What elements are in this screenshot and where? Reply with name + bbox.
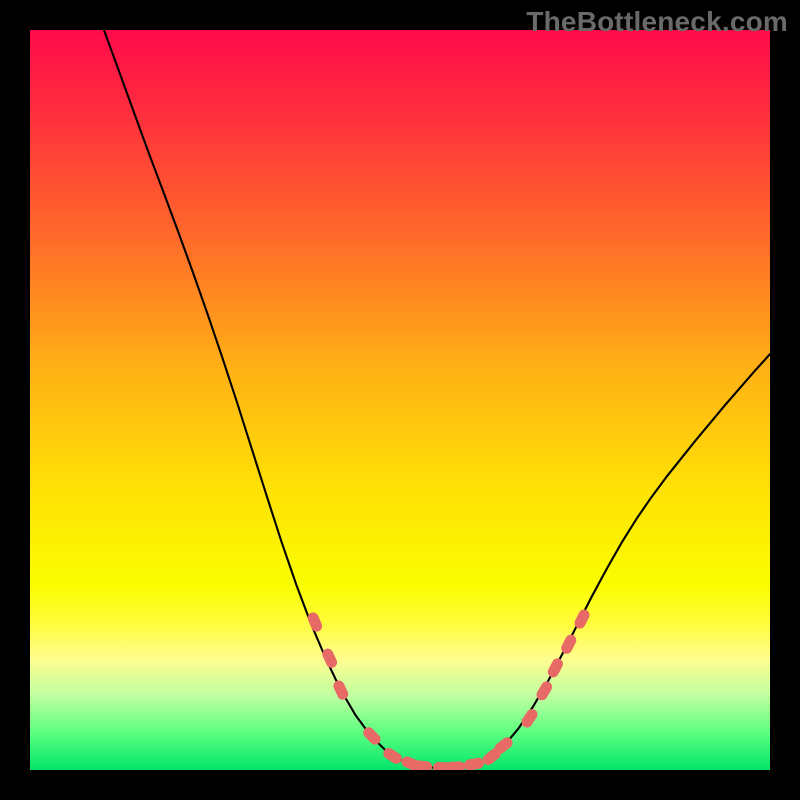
watermark-text: TheBottleneck.com: [526, 6, 788, 38]
highlight-marker: [446, 762, 465, 770]
gradient-background: [30, 30, 770, 770]
chart-container: TheBottleneck.com: [0, 0, 800, 800]
plot-svg: [30, 30, 770, 770]
plot-area: [30, 30, 770, 770]
